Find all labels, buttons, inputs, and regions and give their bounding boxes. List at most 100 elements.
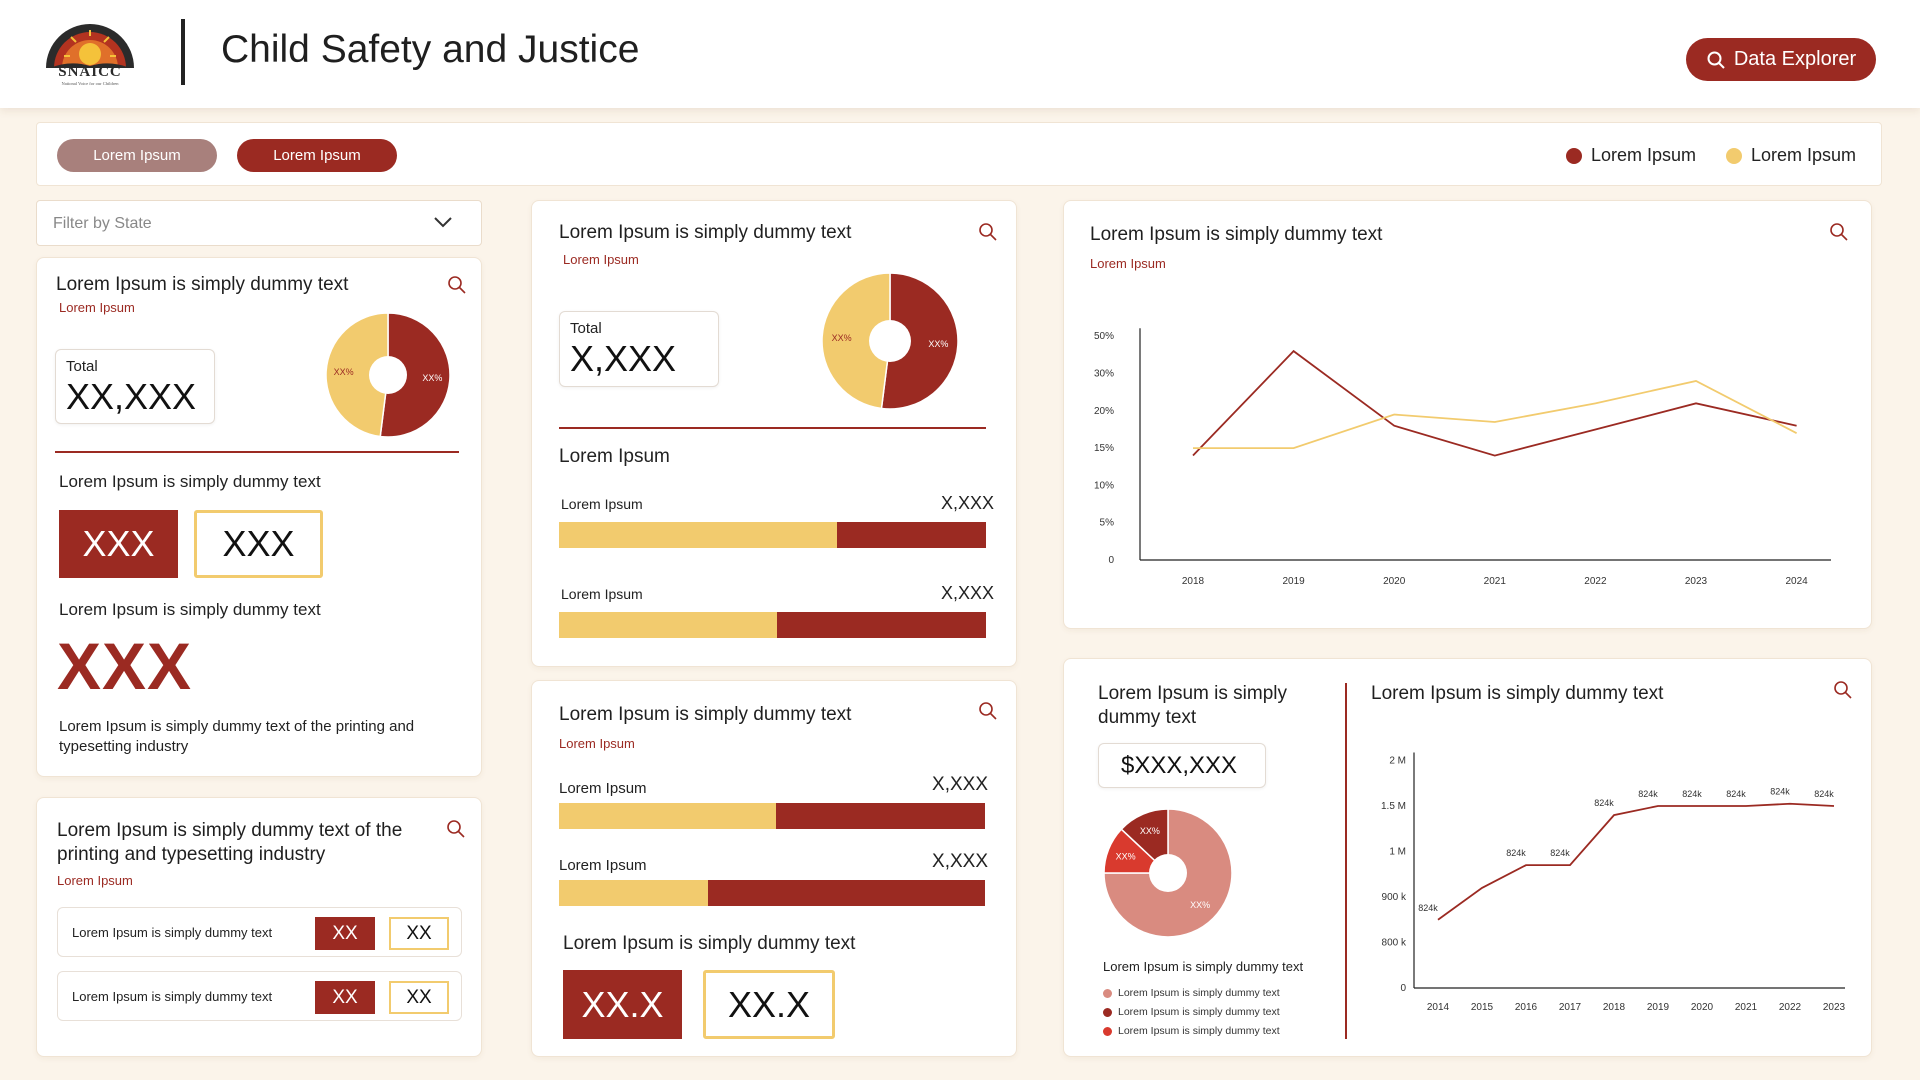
secondary-value-box: XX.X xyxy=(703,970,835,1039)
state-filter-dropdown[interactable]: Filter by State xyxy=(36,200,482,246)
zoom-icon[interactable] xyxy=(447,275,467,295)
legend-title: Lorem Ipsum is simply dummy text xyxy=(1103,959,1304,974)
toggle-pill-1[interactable]: Lorem Ipsum xyxy=(57,139,217,172)
pie-slice-label: XX% xyxy=(1140,826,1160,836)
pie-slice xyxy=(379,312,451,438)
data-label: 824k xyxy=(1682,789,1702,799)
value-box: $XXX,XXX xyxy=(1098,743,1266,788)
pie-hole xyxy=(869,320,911,362)
line-chart: 0 800 k 900 k 1 M 1.5 M 2 M 2014 2015 2016 2017 20… xyxy=(1381,752,1846,1013)
total-box: Total XX,XXX xyxy=(55,349,215,424)
x-tick-label: 2022 xyxy=(1779,1002,1802,1013)
section-title: Lorem Ipsum is simply dummy text xyxy=(59,472,321,491)
legend-dot-icon xyxy=(1103,1007,1112,1017)
line-chart: 0 5% 10% 15% 20% 30% 50% 2018 2019 2020 2021 2022 20… xyxy=(1094,328,1831,587)
data-label: 824k xyxy=(1418,903,1438,913)
comparison-row: Lorem Ipsum is simply dummy text XX XX xyxy=(57,907,462,957)
total-value: XX,XXX xyxy=(66,376,197,417)
summary-card: Lorem Ipsum is simply dummy text Lorem I… xyxy=(36,257,482,777)
section-title: Lorem Ipsum xyxy=(559,446,670,467)
zoom-icon[interactable] xyxy=(978,222,998,242)
total-label: Total xyxy=(570,320,602,337)
y-tick-label: 800 k xyxy=(1382,938,1407,949)
y-tick-label: 10% xyxy=(1094,480,1114,491)
bar-label: Lorem Ipsum xyxy=(561,496,643,512)
zoom-icon[interactable] xyxy=(978,701,998,721)
x-tick-label: 2021 xyxy=(1484,576,1507,587)
row-label: Lorem Ipsum is simply dummy text xyxy=(72,925,273,940)
section-divider xyxy=(559,427,986,429)
data-label: 824k xyxy=(1726,789,1746,799)
y-tick-label: 30% xyxy=(1094,369,1114,380)
pie-slice xyxy=(821,272,891,410)
legend-label: Lorem Ipsum xyxy=(1751,145,1857,165)
zoom-icon[interactable] xyxy=(1833,680,1853,700)
pie-legend-item: Lorem Ipsum is simply dummy text xyxy=(1103,987,1280,999)
legend-item-primary: Lorem Ipsum xyxy=(1566,145,1696,166)
app-header: SNAICC National Voice for our Children C… xyxy=(0,0,1920,108)
section-divider xyxy=(1345,683,1347,1039)
row-value-secondary: XX xyxy=(389,981,449,1014)
total-box: Total X,XXX xyxy=(559,311,719,387)
y-tick-label: 50% xyxy=(1094,331,1114,342)
legend-dot-icon xyxy=(1103,1026,1112,1036)
section-divider xyxy=(55,451,459,453)
bar-value: X,XXX xyxy=(940,493,994,513)
logo-text: SNAICC xyxy=(58,64,122,80)
progress-bar-fill xyxy=(559,803,777,829)
primary-value-box: XXX xyxy=(59,510,178,578)
comparison-row: Lorem Ipsum is simply dummy text XX XX xyxy=(57,971,462,1021)
primary-value-box: XX.X xyxy=(563,970,682,1039)
row-label: Lorem Ipsum is simply dummy text xyxy=(72,989,273,1004)
breakdown-card: Lorem Ipsum is simply dummy text Lorem I… xyxy=(531,200,1017,667)
legend-label: Lorem Ipsum is simply dummy text xyxy=(1118,987,1280,999)
search-icon xyxy=(1707,51,1725,69)
data-explorer-button[interactable]: Data Explorer xyxy=(1686,38,1876,81)
zoom-icon[interactable] xyxy=(446,819,466,839)
total-value: X,XXX xyxy=(570,338,677,379)
data-label: 824k xyxy=(1506,848,1526,858)
data-label: 824k xyxy=(1550,848,1570,858)
toggle-pill-2[interactable]: Lorem Ipsum xyxy=(237,139,397,172)
x-tick-label: 2018 xyxy=(1603,1002,1626,1013)
comparison-card: Lorem Ipsum is simply dummy text of the … xyxy=(36,797,482,1057)
data-label: 824k xyxy=(1594,798,1614,808)
x-tick-label: 2020 xyxy=(1383,576,1406,587)
bar-value: X,XXX xyxy=(940,583,994,603)
y-tick-label: 1.5 M xyxy=(1381,801,1406,812)
card-title: Lorem Ipsum is simply dummy text xyxy=(1098,683,1287,728)
x-tick-label: 2023 xyxy=(1685,576,1708,587)
logo-subtitle: National Voice for our Children xyxy=(61,81,119,86)
card-title: Lorem Ipsum is simply dummy text xyxy=(56,274,349,295)
zoom-icon[interactable] xyxy=(1829,222,1849,242)
pie-chart: XX% XX% xyxy=(821,272,959,410)
pie-slice-label: XX% xyxy=(832,333,852,343)
y-tick-label: 5% xyxy=(1100,518,1115,529)
pie-chart: XX% XX% XX% xyxy=(1103,808,1233,938)
pie-chart: XX% XX% xyxy=(325,312,451,438)
series-line xyxy=(1437,802,1835,921)
card-title: Lorem Ipsum is simply dummy text xyxy=(559,704,852,725)
big-value: XXX xyxy=(57,629,193,703)
page-title: Child Safety and Justice xyxy=(221,28,640,71)
y-tick-label: 0 xyxy=(1400,983,1406,994)
legend-dot-icon xyxy=(1566,147,1582,164)
chevron-down-icon[interactable] xyxy=(433,215,453,229)
y-tick-label: 0 xyxy=(1108,555,1114,566)
legend-label: Lorem Ipsum is simply dummy text xyxy=(1118,1025,1280,1037)
pie-slice-label: XX% xyxy=(1190,900,1210,910)
pie-slice xyxy=(880,272,959,410)
progress-bar-fill xyxy=(559,612,777,638)
card-subtitle: Lorem Ipsum xyxy=(1090,256,1166,271)
section-title: Lorem Ipsum is simply dummy text xyxy=(59,600,321,619)
x-tick-label: 2023 xyxy=(1823,1002,1846,1013)
pie-hole xyxy=(369,356,407,394)
card-subtitle: Lorem Ipsum xyxy=(57,873,133,888)
legend-dot-icon xyxy=(1103,988,1112,998)
card-title: Lorem Ipsum is simply dummy text xyxy=(1371,683,1664,704)
progress-bar-fill xyxy=(559,522,837,548)
bar-value: X,XXX xyxy=(932,774,988,795)
bar-label: Lorem Ipsum xyxy=(559,857,647,874)
x-tick-label: 2022 xyxy=(1584,576,1607,587)
total-label: Total xyxy=(66,358,98,375)
